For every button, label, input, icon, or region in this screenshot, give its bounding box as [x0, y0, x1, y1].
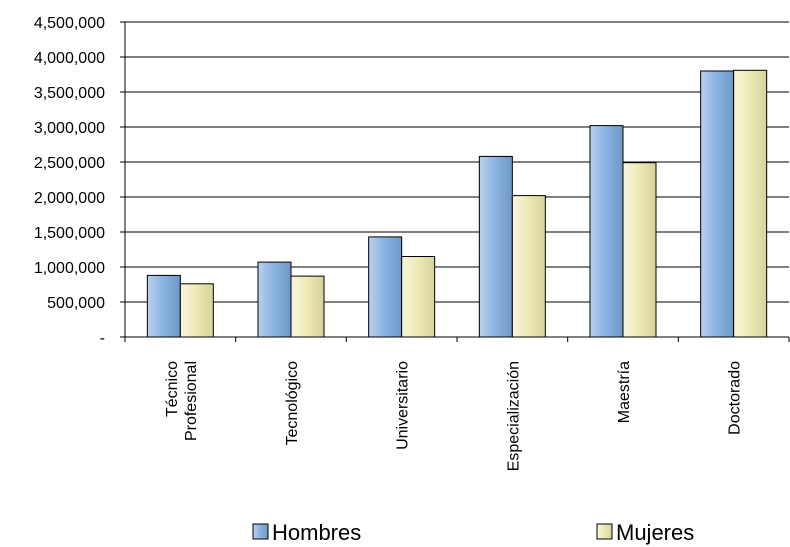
- x-tick-label: Tecnológico: [284, 361, 301, 446]
- x-axis: Técnico Profesional Tecnológico Universitar…: [124, 337, 790, 471]
- y-tick-label: 2,500,000: [34, 155, 105, 172]
- legend-label-mujeres: Mujeres: [616, 520, 694, 545]
- x-tick-label: Técnico Profesional: [164, 361, 200, 441]
- x-tick-label-line: Especialización: [505, 361, 522, 471]
- gridlines: [125, 21, 789, 303]
- bars: [146, 69, 768, 338]
- bar-mujeres: [733, 69, 768, 338]
- legend-swatch-mujeres: [596, 523, 613, 540]
- x-tick-label-line: Técnico: [164, 361, 181, 417]
- bar-hombres: [700, 70, 735, 338]
- x-tick-label-line: Universitario: [395, 361, 412, 450]
- bar-mujeres: [401, 256, 436, 338]
- y-tick-label: -: [100, 330, 105, 347]
- y-tick-label: 1,000,000: [34, 260, 105, 277]
- x-tick-label-line: Tecnológico: [284, 361, 301, 446]
- x-tick-label: Maestría: [616, 361, 633, 423]
- axes: [124, 22, 789, 338]
- x-tick-label: Doctorado: [727, 361, 744, 435]
- y-tick-label: 1,500,000: [34, 225, 105, 242]
- x-tick-label-line: Doctorado: [727, 361, 744, 435]
- y-tick-label: 3,000,000: [34, 120, 105, 137]
- x-tick-label: Universitario: [395, 361, 412, 450]
- bar-hombres: [146, 274, 181, 338]
- x-tick-label-line: Profesional: [183, 361, 200, 441]
- y-tick-label: 3,500,000: [34, 85, 105, 102]
- bar-mujeres: [179, 283, 214, 338]
- y-tick-label: 2,000,000: [34, 190, 105, 207]
- y-tick-label: 500,000: [47, 295, 105, 312]
- bar-hombres: [478, 155, 513, 338]
- legend: Hombres Mujeres: [252, 520, 694, 545]
- y-tick-label: 4,000,000: [34, 50, 105, 67]
- bar-hombres: [589, 125, 624, 338]
- bar-mujeres: [290, 275, 325, 338]
- legend-label-hombres: Hombres: [272, 520, 361, 545]
- x-tick-label-line: Maestría: [616, 361, 633, 423]
- bar-mujeres: [511, 195, 546, 338]
- bar-hombres: [368, 236, 403, 338]
- x-tick-label: Especialización: [505, 361, 522, 471]
- bar-hombres: [257, 261, 292, 338]
- y-axis: - 500,000 1,000,000 1,500,000 2,000,000 2,500…: [34, 15, 125, 347]
- legend-swatch-hombres: [252, 523, 269, 540]
- bar-mujeres: [622, 162, 657, 338]
- y-tick-label: 4,500,000: [34, 15, 105, 32]
